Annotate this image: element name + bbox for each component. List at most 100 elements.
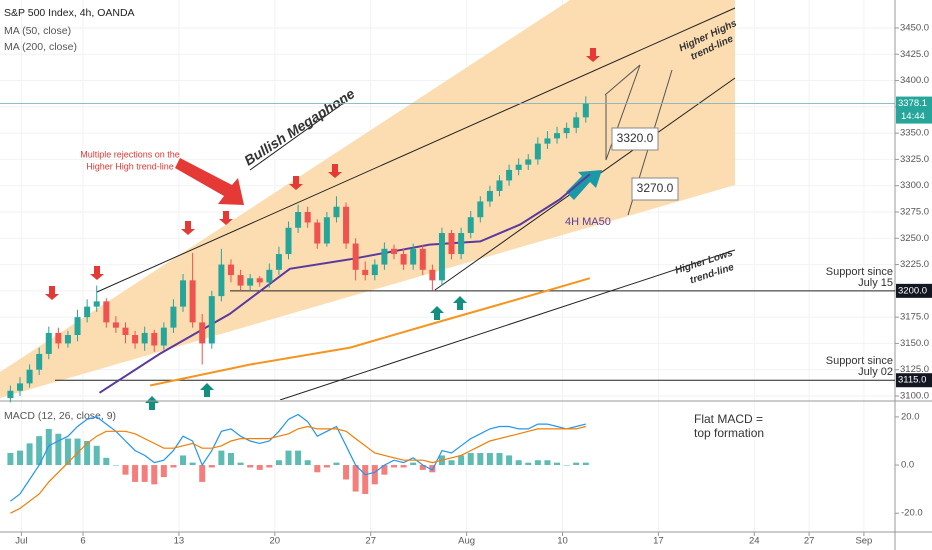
red-arrow <box>181 221 195 235</box>
y-tick-label: -20.0 <box>901 508 923 519</box>
candle-body <box>227 264 234 276</box>
macd-hist <box>314 465 321 473</box>
y-tick-label: 20.0 <box>901 411 920 422</box>
candle-body <box>391 248 398 255</box>
macd-hist <box>544 460 551 466</box>
candle-body <box>534 143 541 160</box>
candle-body <box>84 306 91 318</box>
macd-hist <box>534 460 541 466</box>
macd-hist <box>563 465 570 466</box>
candle-body <box>515 164 522 170</box>
candle-body <box>352 243 359 270</box>
red-arrow <box>586 48 600 62</box>
price-label-box <box>896 373 932 388</box>
countdown: 14:44 <box>901 111 925 122</box>
macd-hist <box>467 453 474 466</box>
candle-body <box>189 280 196 323</box>
big-teal-arrow <box>566 170 602 200</box>
macd-hist <box>180 455 187 466</box>
candle-body <box>256 278 263 283</box>
candle-body <box>112 322 119 328</box>
candle-body <box>64 335 71 344</box>
macd-hist <box>410 462 417 466</box>
candle-body <box>343 206 350 244</box>
candle-body <box>323 217 330 244</box>
candle-body <box>544 138 551 144</box>
y-tick-label: 3250.0 <box>900 233 929 244</box>
macd-hist <box>506 455 513 466</box>
x-tick-label: 20 <box>270 536 281 547</box>
callout-text: 3320.0 <box>617 131 654 145</box>
support-text: Support since <box>826 355 893 367</box>
macd-hist <box>266 465 273 468</box>
x-tick-label: Jul <box>15 536 27 547</box>
candle-body <box>477 201 484 218</box>
candle-body <box>7 390 14 399</box>
candle-body <box>554 133 561 139</box>
y-tick-label: 3400.0 <box>900 75 929 86</box>
ma-line <box>149 277 591 387</box>
candle-body <box>247 278 254 286</box>
macd-hist <box>218 450 225 466</box>
macd-hist <box>64 438 71 466</box>
macd-hist <box>74 438 81 466</box>
macd-hist <box>285 450 292 466</box>
candle-body <box>496 180 503 191</box>
candle-body <box>573 117 580 128</box>
y-tick-label: 3325.0 <box>900 154 929 165</box>
macd-hist <box>237 462 244 466</box>
macd-hist <box>362 465 369 494</box>
macd-hist <box>573 462 580 466</box>
macd-hist <box>391 465 398 468</box>
candle-body <box>362 269 369 276</box>
red-arrow <box>219 211 233 225</box>
macd-note: top formation <box>694 426 764 440</box>
y-tick-label: 3275.0 <box>900 207 929 218</box>
y-tick-label: 3175.0 <box>900 312 929 323</box>
macd-hist <box>525 462 532 466</box>
candle-body <box>486 190 493 202</box>
candle-body <box>160 327 167 346</box>
support-price: 3115.0 <box>898 375 926 386</box>
x-tick-label: 10 <box>557 536 568 547</box>
big-red-arrow <box>175 158 244 205</box>
x-tick-label: 24 <box>749 536 760 547</box>
projection <box>604 64 641 96</box>
macd-hist <box>371 465 378 485</box>
higher-low-line <box>279 249 736 400</box>
projection <box>605 64 641 161</box>
macd-hist <box>419 465 426 470</box>
macd-hist <box>352 465 359 492</box>
support-text: Support since <box>826 266 893 278</box>
macd-hist <box>227 453 234 466</box>
candle-body <box>304 211 311 223</box>
macd-arrow <box>612 415 682 435</box>
candle-body <box>93 301 100 307</box>
candle-body <box>371 264 378 276</box>
candle-body <box>208 296 215 344</box>
candle-body <box>74 317 81 336</box>
y-tick-label: 3100.0 <box>900 391 929 402</box>
macd-hist <box>247 465 254 468</box>
candle-body <box>467 217 474 234</box>
macd-hist <box>112 465 119 466</box>
candle-body <box>448 233 455 255</box>
y-tick-label: 3350.0 <box>900 128 929 139</box>
candle-body <box>275 254 282 270</box>
candle-body <box>132 335 139 344</box>
candle-body <box>55 332 62 344</box>
y-tick-label: 3150.0 <box>900 338 929 349</box>
y-tick-label: 3425.0 <box>900 49 929 60</box>
teal-arrow <box>453 296 467 310</box>
macd-hist <box>17 450 24 466</box>
candle-body <box>381 248 388 265</box>
indicator-label: MA (200, close) <box>4 41 77 53</box>
macd-hist <box>84 440 91 466</box>
teal-arrow <box>200 383 214 397</box>
candle-body <box>141 332 148 344</box>
x-tick-label: Aug <box>458 536 475 547</box>
candle-body <box>563 127 570 134</box>
candle-body <box>180 280 187 307</box>
teal-arrow <box>430 306 444 320</box>
